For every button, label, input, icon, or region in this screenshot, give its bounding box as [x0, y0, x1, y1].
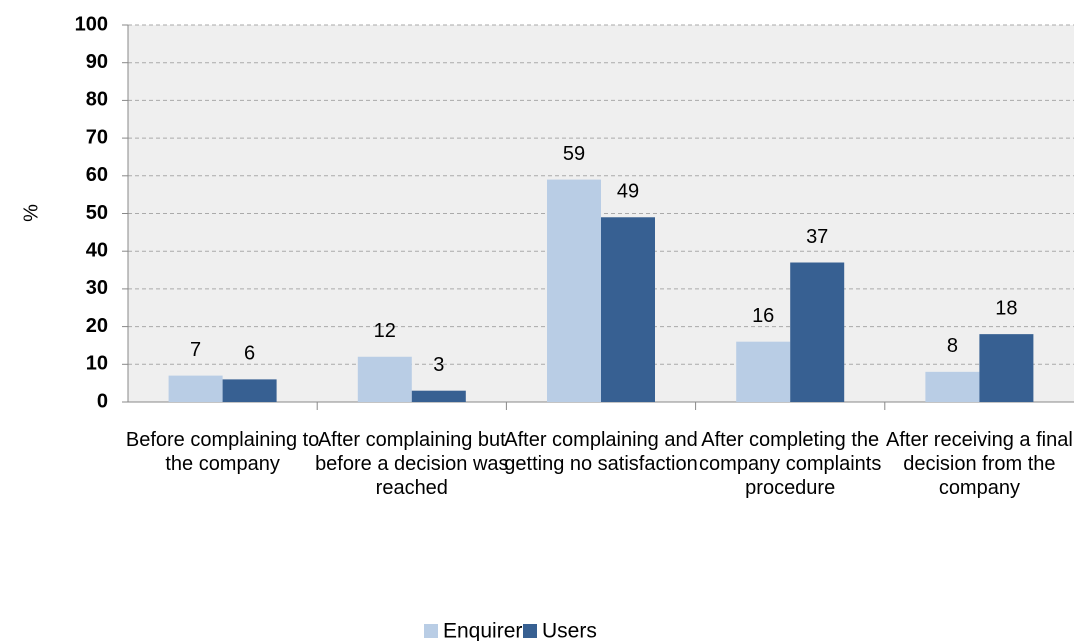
data-label: 6	[244, 343, 255, 365]
x-tick-label: After complaining but before a decision …	[315, 429, 509, 499]
y-tick-label: 20	[86, 315, 108, 337]
data-label: 59	[563, 143, 585, 165]
y-tick-label: 10	[86, 353, 108, 375]
legend-swatch	[523, 624, 537, 638]
y-tick-label: 40	[86, 239, 108, 261]
y-tick-label: 30	[86, 277, 108, 299]
y-tick-label: 70	[86, 126, 108, 148]
x-tick-label: After receiving a final decision from th…	[886, 429, 1073, 499]
y-axis-label: %	[20, 204, 42, 222]
x-tick-label: After complaining and getting no satisfa…	[504, 429, 698, 475]
legend-swatch	[424, 624, 438, 638]
bar	[736, 341, 791, 402]
data-label: 18	[995, 297, 1017, 319]
y-tick-label: 90	[86, 51, 108, 73]
y-tick-label: 50	[86, 202, 108, 224]
legend-label: Users	[542, 620, 597, 641]
bar	[790, 262, 845, 402]
y-tick-label: 0	[97, 390, 108, 412]
data-label: 37	[806, 226, 828, 248]
bar	[168, 375, 223, 402]
x-tick-label: After completing the company complaints …	[699, 429, 882, 499]
y-tick-label: 100	[75, 13, 108, 35]
bar	[222, 379, 277, 402]
data-label: 8	[947, 335, 958, 357]
bar	[601, 217, 655, 402]
bar	[357, 356, 412, 402]
x-tick-label: Before complaining to the company	[125, 429, 320, 475]
data-label: 12	[374, 320, 396, 342]
y-tick-label: 60	[86, 164, 108, 186]
bar	[411, 390, 466, 402]
legend-label: Enquirers	[443, 620, 533, 641]
bar	[979, 334, 1034, 402]
bar	[925, 371, 980, 402]
data-label: 49	[617, 181, 639, 203]
data-label: 7	[190, 339, 201, 361]
data-label: 3	[433, 354, 444, 376]
data-label: 16	[752, 305, 774, 327]
y-tick-label: 80	[86, 89, 108, 111]
bar	[547, 179, 601, 402]
